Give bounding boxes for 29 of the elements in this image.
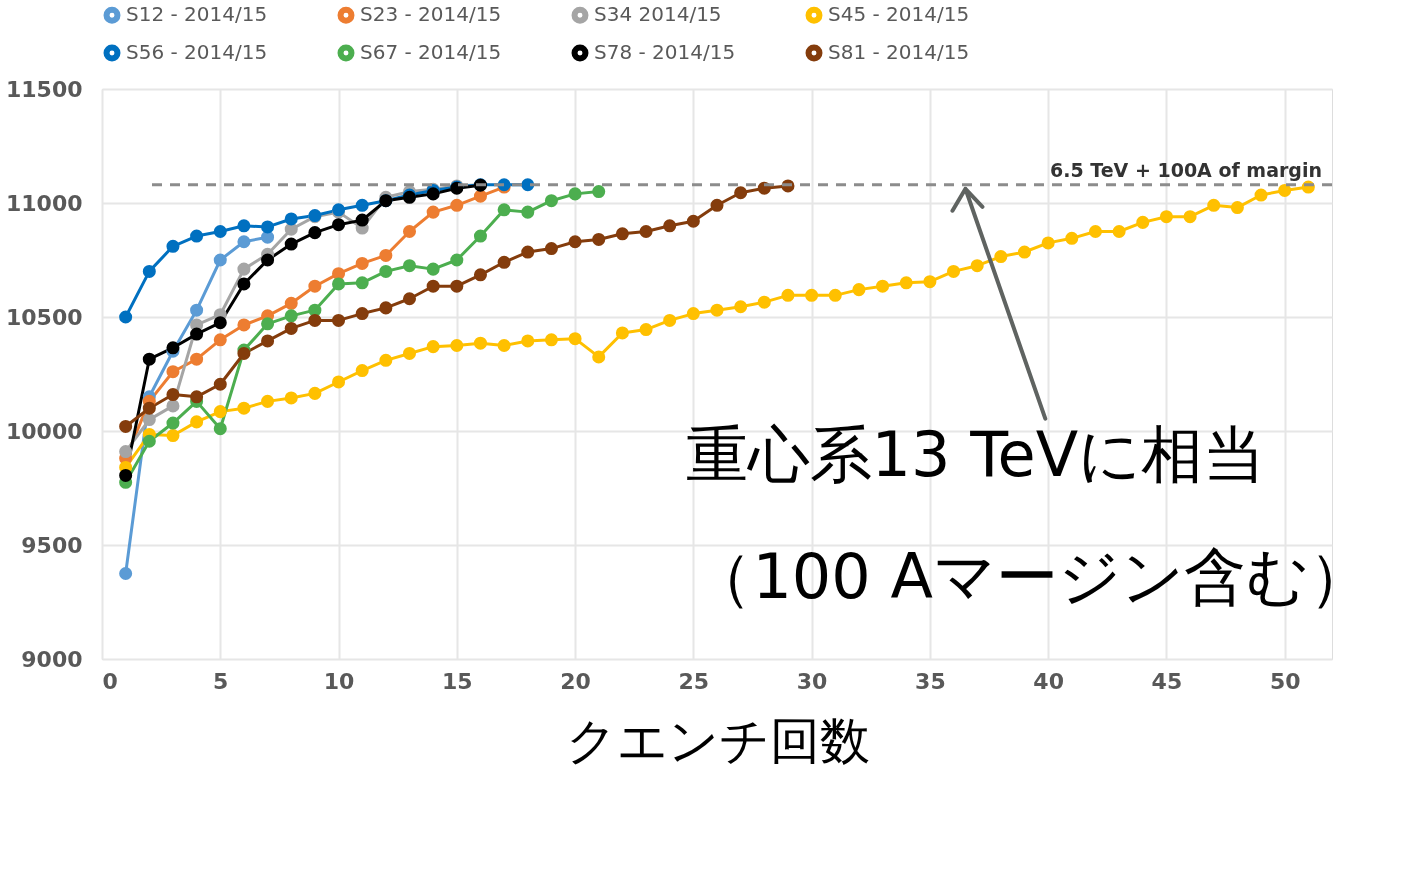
x-tick-label: 25	[678, 668, 710, 694]
x-tick-label: 35	[915, 668, 946, 694]
legend-label: S81 - 2014/15	[828, 40, 970, 64]
x-tick-label: 40	[1033, 668, 1064, 694]
x-tick-label: 20	[560, 668, 591, 694]
legend-label: S56 - 2014/15	[126, 40, 268, 64]
x-tick-label: 50	[1269, 668, 1301, 694]
y-tick-label: 9500	[21, 532, 83, 558]
x-tick-label: 5	[213, 668, 229, 694]
y-tick-label: 11000	[5, 190, 83, 216]
x-tick-label: 30	[796, 668, 828, 694]
y-tick-label: 10500	[5, 304, 83, 330]
annotation: （100 Aマージン含む）	[690, 540, 1371, 614]
x-axis-title: クエンチ回数	[565, 711, 870, 770]
x-tick-label: 15	[442, 668, 473, 694]
y-tick-label: 11500	[5, 76, 83, 102]
legend-label: S45 - 2014/15	[828, 2, 970, 27]
x-tick-label: 45	[1151, 668, 1183, 694]
annotation: 重心系13 TeVに相当	[685, 417, 1266, 491]
legend-label: S12 - 2014/15	[126, 2, 268, 27]
x-tick-label: 0	[102, 668, 118, 694]
legend-label: S23 - 2014/15	[360, 2, 502, 27]
legend-label: S78 - 2014/15	[594, 40, 736, 64]
legend-label: S34 2014/15	[594, 2, 722, 27]
y-tick-label: 9000	[21, 646, 83, 672]
x-tick-label: 10	[323, 668, 355, 694]
y-tick-label: 10000	[5, 418, 83, 444]
ref-line-label: 6.5 TeV + 100A of margin	[1050, 158, 1322, 181]
legend-label: S67 - 2014/15	[360, 40, 502, 64]
